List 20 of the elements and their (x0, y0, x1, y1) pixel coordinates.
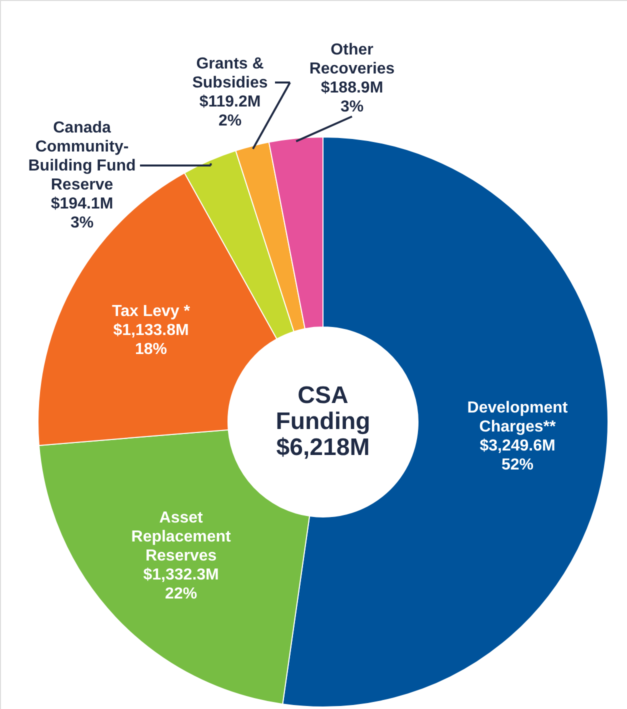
data-label: $3,249.6M (480, 437, 556, 454)
slice-label: Tax Levy * (112, 303, 191, 320)
data-label: $1,133.8M (113, 322, 189, 340)
text: 52% (501, 456, 534, 474)
text: 22% (165, 586, 198, 603)
data-label: $188.9M (320, 80, 384, 96)
slice-label: Asset Replacement Reserves (131, 510, 232, 565)
text: 18% (134, 341, 168, 358)
data-label: $194.1M (50, 196, 114, 212)
data-label: $1,332.3M (143, 566, 219, 584)
text: $6,218M (276, 434, 370, 461)
text: 2% (218, 112, 242, 130)
text: 3% (340, 98, 364, 116)
slice-label: Other Recoveries (309, 42, 395, 78)
text: 3% (70, 214, 94, 232)
slice-label: Development Charges** (467, 399, 568, 436)
data-label: $119.2M (199, 94, 261, 110)
slice-label: Grants & Subsidies (192, 56, 268, 92)
text: CSA Funding (276, 382, 370, 435)
slice-label: Canada Community-Building Fund Reserve (28, 120, 136, 194)
